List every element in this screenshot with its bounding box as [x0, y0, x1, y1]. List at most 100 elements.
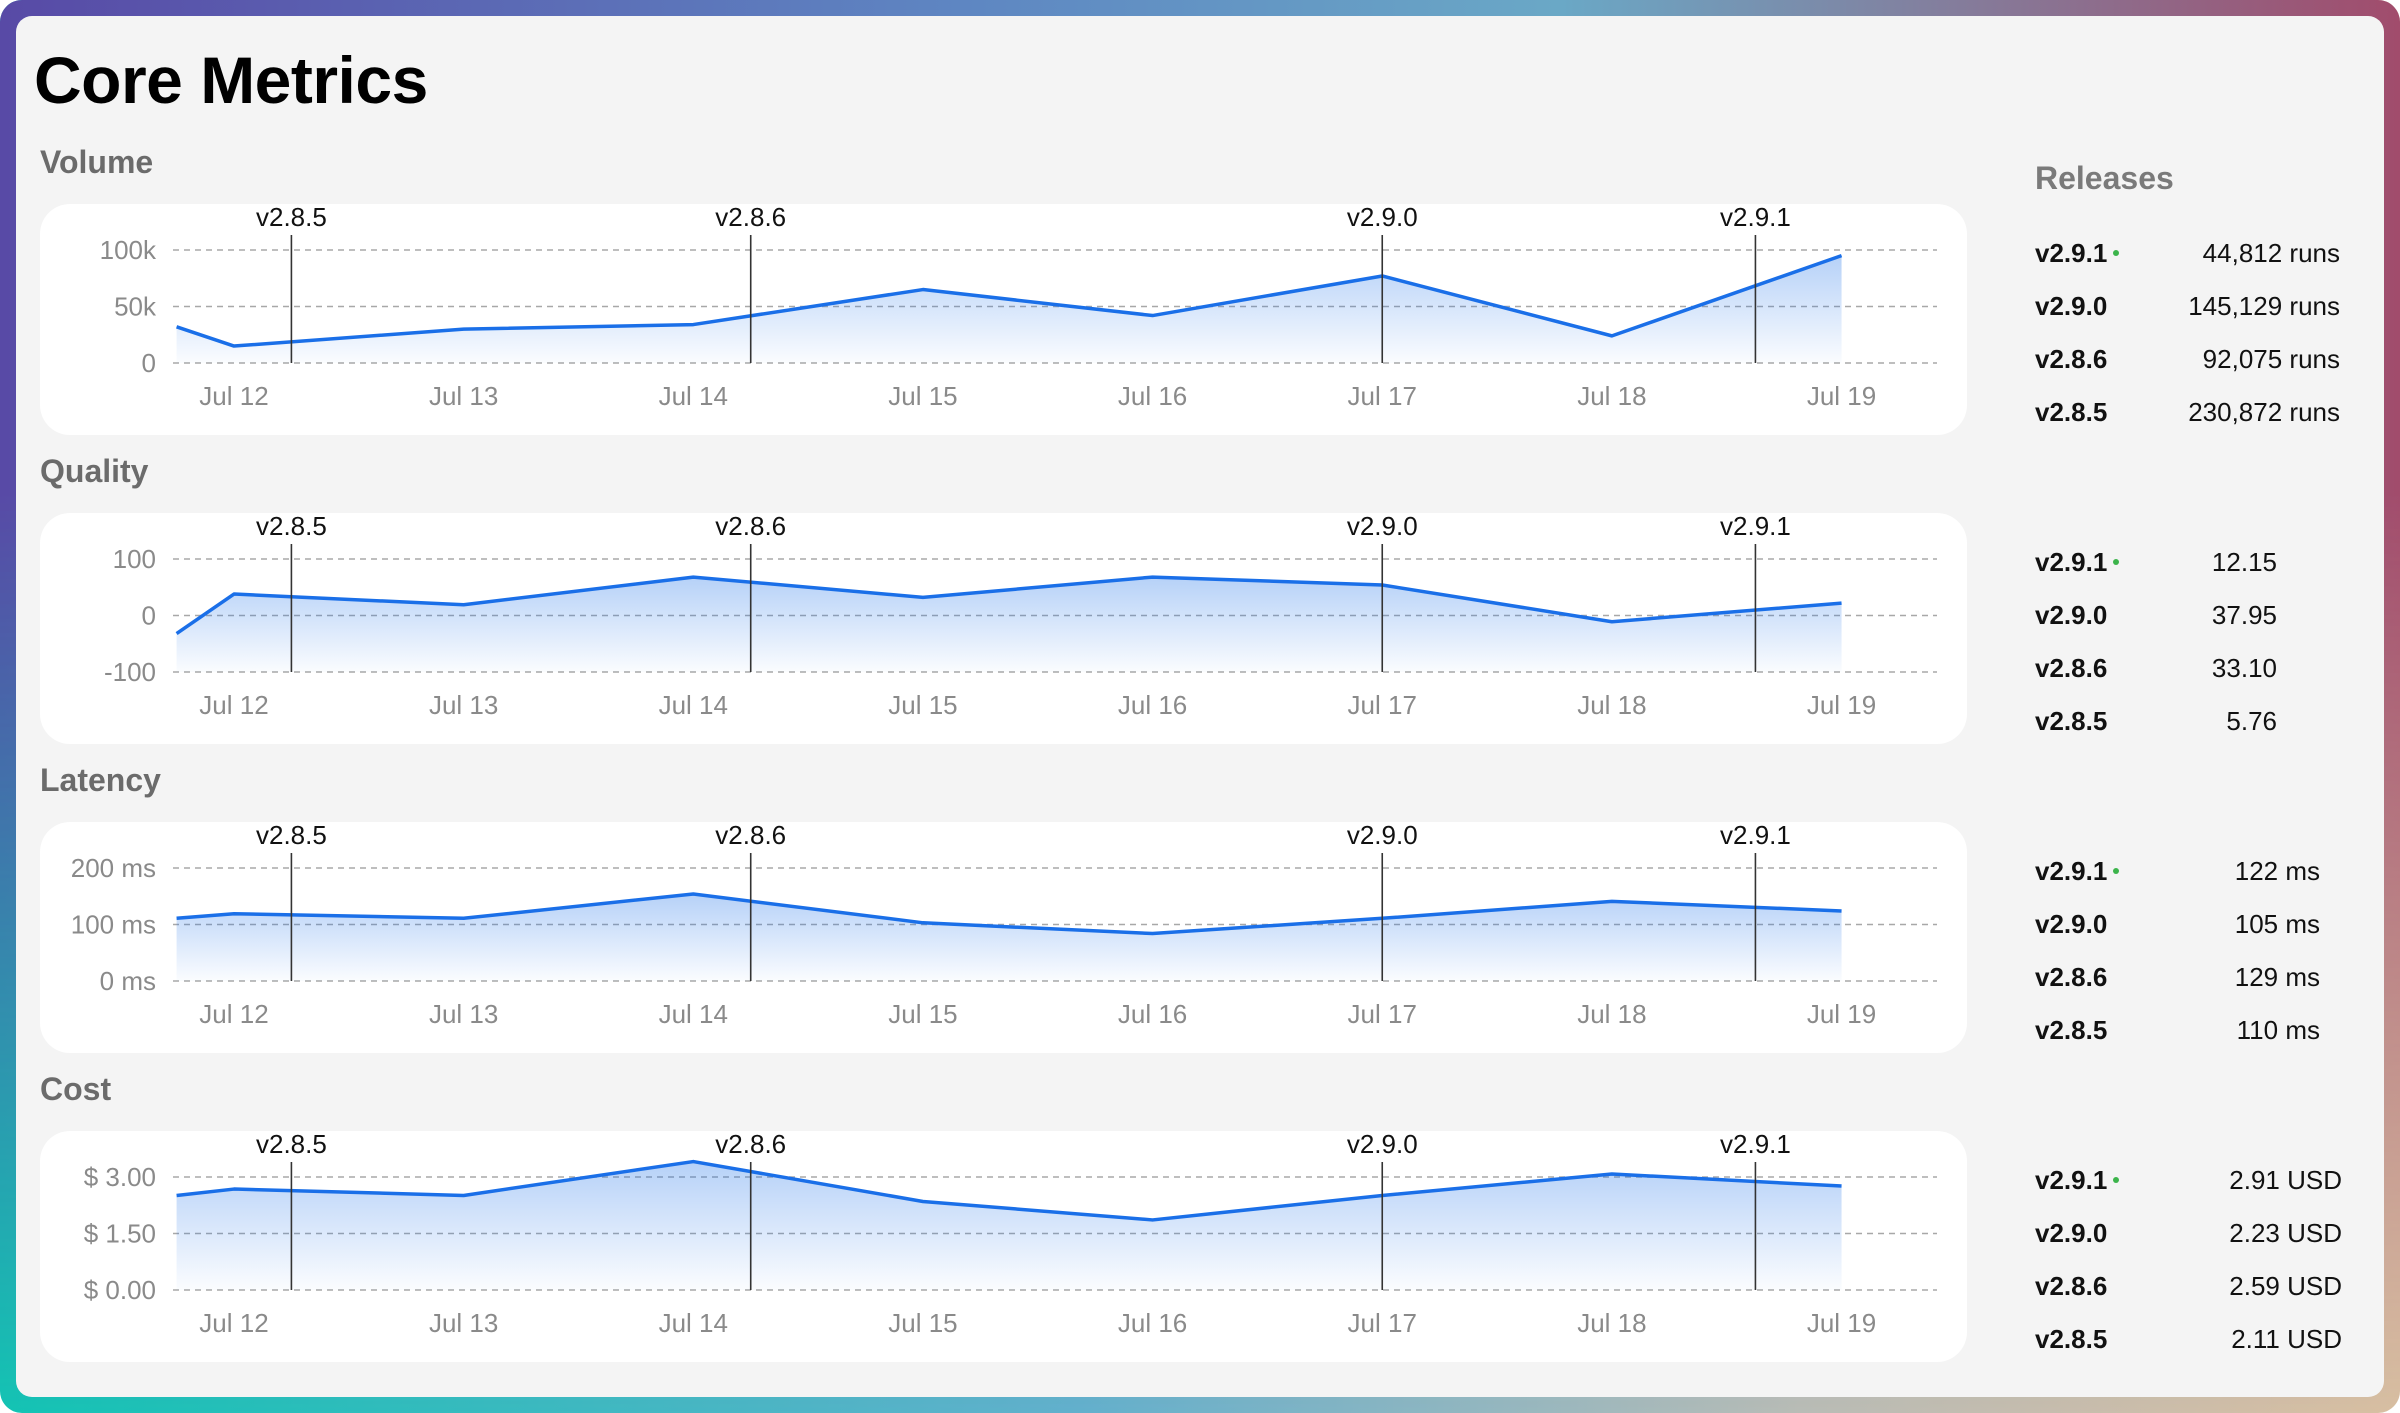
current-release-dot-icon: [2113, 250, 2120, 257]
x-tick-label: Jul 13: [429, 999, 498, 1029]
release-row: v2.9.1 44,812 runs: [2035, 238, 2365, 291]
x-tick-label: Jul 13: [429, 381, 498, 411]
x-tick-label: Jul 17: [1348, 999, 1417, 1029]
release-row: v2.9.0 37.95: [2035, 600, 2365, 653]
release-row: v2.8.6 129 ms: [2035, 962, 2365, 1015]
release-version-label: v2.8.5: [2035, 397, 2108, 427]
x-tick-label: Jul 15: [888, 381, 957, 411]
release-row: v2.9.1 122 ms: [2035, 856, 2365, 909]
release-value: 92,075 runs: [2202, 344, 2340, 374]
x-tick-label: Jul 18: [1577, 1308, 1646, 1338]
cost-chart: $ 3.00 $ 1.50 $ 0.00 Jul 12 Jul 13 Jul 14 Jul …: [84, 1131, 1937, 1338]
release-marker-label: v2.9.1: [1720, 822, 1791, 850]
release-version-label: v2.9.1: [2035, 238, 2108, 268]
release-marker-label: v2.8.5: [256, 822, 327, 850]
latency-section-title: Latency: [40, 762, 161, 798]
release-value: 2.91 USD: [2229, 1165, 2342, 1195]
release-row: v2.8.5 5.76: [2035, 706, 2365, 759]
release-value: 2.23 USD: [2229, 1218, 2342, 1248]
release-marker-label: v2.8.6: [715, 1131, 786, 1159]
release-version: v2.9.0: [2035, 600, 2107, 631]
x-tick-label: Jul 15: [888, 999, 957, 1029]
x-tick-label: Jul 12: [199, 381, 268, 411]
release-value: 230,872 runs: [2188, 397, 2340, 427]
release-value: 122 ms: [2234, 856, 2320, 886]
release-version-label: v2.8.5: [2035, 1324, 2108, 1354]
cost-section-title: Cost: [40, 1071, 112, 1107]
release-marker-label: v2.9.0: [1347, 513, 1418, 541]
release-marker-label: v2.8.6: [715, 204, 786, 232]
release-version-label: v2.9.0: [2035, 1218, 2108, 1248]
release-version-label: v2.8.6: [2035, 1271, 2108, 1301]
x-tick-label: Jul 12: [199, 1308, 268, 1338]
release-row: v2.8.6 33.10: [2035, 653, 2365, 706]
quality-chart: 100 0 -100 Jul 12 Jul 13 Jul 14 Jul 15 Jul 16 Ju…: [104, 513, 1937, 720]
latency-chart-card: 200 ms 100 ms 0 ms Jul 12 Jul 13 Jul 14 Jul 15…: [40, 822, 1967, 1053]
release-row: v2.8.5 110 ms: [2035, 1015, 2365, 1068]
release-value: 145,129 runs: [2188, 291, 2340, 321]
x-tick-label: Jul 12: [199, 999, 268, 1029]
volume-chart: 100k 50k 0 Jul 12 Jul 13 Jul 14 Jul 15 Jul 16 Ju…: [100, 204, 1937, 411]
release-version-label: v2.9.0: [2035, 600, 2108, 630]
release-version: v2.9.1: [2035, 856, 2120, 887]
cost-release-list: v2.9.1 2.91 USD v2.9.0 2.23 USD v2.8.6 2.59 U…: [2035, 1165, 2365, 1377]
x-tick-label: Jul 16: [1118, 999, 1187, 1029]
release-version-label: v2.9.0: [2035, 909, 2108, 939]
release-row: v2.8.6 2.59 USD: [2035, 1271, 2365, 1324]
x-tick-label: Jul 14: [659, 1308, 728, 1338]
release-version: v2.8.5: [2035, 706, 2107, 737]
release-version-label: v2.9.1: [2035, 856, 2108, 886]
current-release-dot-icon: [2113, 559, 2120, 566]
release-value: 2.59 USD: [2229, 1271, 2342, 1301]
x-tick-label: Jul 18: [1577, 690, 1646, 720]
latency-area: [176, 893, 1842, 981]
volume-section-title: Volume: [40, 144, 154, 180]
release-version-label: v2.8.6: [2035, 962, 2108, 992]
x-tick-label: Jul 19: [1807, 999, 1876, 1029]
release-marker-label: v2.9.1: [1720, 513, 1791, 541]
x-tick-label: Jul 17: [1348, 1308, 1417, 1338]
release-row: v2.9.1 2.91 USD: [2035, 1165, 2365, 1218]
release-row: v2.9.0 145,129 runs: [2035, 291, 2365, 344]
x-tick-label: Jul 19: [1807, 381, 1876, 411]
release-marker-label: v2.8.5: [256, 204, 327, 232]
release-version: v2.8.6: [2035, 962, 2107, 993]
release-version-label: v2.8.6: [2035, 344, 2108, 374]
cost-chart-card: $ 3.00 $ 1.50 $ 0.00 Jul 12 Jul 13 Jul 14 Jul …: [40, 1131, 1967, 1362]
release-value: 5.76: [2226, 706, 2277, 736]
y-tick-label: 0 ms: [100, 966, 156, 996]
release-value: 44,812 runs: [2202, 238, 2340, 268]
release-version-label: v2.9.1: [2035, 547, 2108, 577]
page-title: Core Metrics: [34, 43, 428, 117]
release-value: 105 ms: [2234, 909, 2320, 939]
latency-chart: 200 ms 100 ms 0 ms Jul 12 Jul 13 Jul 14 Jul 15…: [71, 822, 1937, 1029]
current-release-dot-icon: [2113, 1177, 2120, 1184]
release-version: v2.9.1: [2035, 238, 2120, 269]
y-tick-label: $ 0.00: [84, 1275, 156, 1305]
x-tick-label: Jul 18: [1577, 999, 1646, 1029]
release-value: 2.11 USD: [2231, 1324, 2342, 1354]
release-value: 37.95: [2211, 600, 2277, 630]
volume-chart-card: 100k 50k 0 Jul 12 Jul 13 Jul 14 Jul 15 Jul 16 Ju…: [40, 204, 1967, 435]
release-marker-label: v2.8.5: [256, 1131, 327, 1159]
x-tick-label: Jul 15: [888, 690, 957, 720]
release-version: v2.9.0: [2035, 291, 2107, 322]
x-tick-label: Jul 12: [199, 690, 268, 720]
x-tick-label: Jul 15: [888, 1308, 957, 1338]
quality-release-list: v2.9.1 12.15 v2.9.0 37.95 v2.8.6 33.10 v2.8.5 5…: [2035, 547, 2365, 759]
cost-area: [176, 1161, 1842, 1290]
release-version-label: v2.8.5: [2035, 1015, 2108, 1045]
y-tick-label: 100k: [100, 235, 157, 265]
y-tick-label: 100 ms: [71, 910, 156, 940]
y-tick-label: 200 ms: [71, 853, 156, 883]
release-version: v2.9.0: [2035, 1218, 2107, 1249]
release-row: v2.8.6 92,075 runs: [2035, 344, 2365, 397]
x-tick-label: Jul 13: [429, 690, 498, 720]
quality-section-title: Quality: [40, 453, 149, 489]
x-tick-label: Jul 14: [659, 381, 728, 411]
current-release-dot-icon: [2113, 868, 2120, 875]
latency-release-list: v2.9.1 122 ms v2.9.0 105 ms v2.8.6 129 ms v2.8…: [2035, 856, 2365, 1068]
releases-heading: Releases: [2035, 160, 2174, 196]
release-version: v2.8.6: [2035, 653, 2107, 684]
